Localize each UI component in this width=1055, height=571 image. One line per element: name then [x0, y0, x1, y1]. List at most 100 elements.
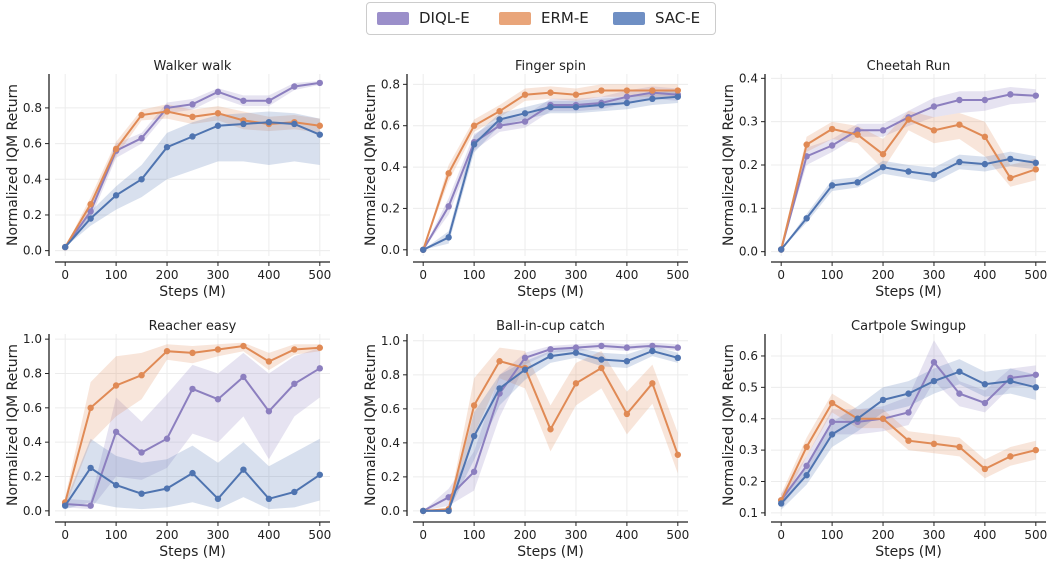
data-point-diql-e: [291, 83, 298, 90]
confidence-band-diql-e: [781, 340, 1036, 507]
data-point-diql-e: [803, 462, 810, 469]
data-point-sac-e: [1032, 384, 1040, 391]
y-tick-label: 1.0: [23, 332, 42, 346]
data-point-diql-e: [214, 88, 222, 96]
data-point-sac-e: [956, 158, 963, 166]
y-tick-label: 0.0: [381, 243, 400, 257]
data-point-erm-e: [905, 437, 912, 444]
data-point-sac-e: [214, 122, 222, 129]
x-tick-label: 400: [615, 268, 638, 282]
data-point-sac-e: [623, 358, 631, 365]
legend-swatch-sac-e: [613, 12, 645, 25]
data-point-sac-e: [879, 163, 887, 171]
data-point-sac-e: [419, 507, 427, 515]
data-point-diql-e: [547, 346, 554, 353]
data-point-diql-e: [496, 122, 503, 129]
y-tick-label: 0.6: [381, 402, 400, 416]
data-point-sac-e: [189, 469, 196, 477]
x-axis-label: Steps (M): [159, 544, 226, 560]
data-point-erm-e: [572, 91, 580, 98]
legend-label-diql-e: DIQL-E: [419, 9, 470, 27]
data-point-sac-e: [623, 99, 631, 107]
x-tick-label: 100: [821, 528, 844, 542]
y-tick-label: 1.0: [381, 334, 400, 348]
data-point-erm-e: [138, 111, 145, 119]
data-point-erm-e: [879, 415, 887, 422]
data-point-sac-e: [316, 471, 324, 478]
data-point-erm-e: [623, 87, 631, 94]
confidence-band-erm-e: [781, 110, 1036, 250]
data-point-sac-e: [470, 141, 478, 148]
data-point-diql-e: [828, 418, 836, 426]
chart-title: Cartpole Swingup: [851, 319, 966, 334]
chart-panel-3: 0 100 200 300 400 500 0.0 0.1 0.2 0.3 0.4 Cheetah R…: [721, 59, 1047, 300]
data-point-sac-e: [521, 366, 529, 373]
data-point-sac-e: [828, 431, 836, 438]
chart-panel-1: 0 100 200 300 400 500 0.0 0.2 0.4 0.6 0.8 Walker wa…: [5, 59, 331, 300]
data-point-sac-e: [828, 182, 836, 189]
y-tick-label: 0.1: [739, 506, 758, 520]
data-point-sac-e: [930, 377, 938, 385]
data-point-erm-e: [828, 125, 836, 133]
data-point-sac-e: [649, 95, 656, 103]
data-point-sac-e: [138, 490, 145, 497]
data-point-sac-e: [1032, 159, 1040, 167]
y-tick-label: 0.5: [739, 380, 758, 394]
y-tick-label: 0.2: [739, 158, 758, 172]
data-point-erm-e: [674, 87, 682, 94]
y-tick-label: 0.4: [381, 160, 400, 174]
data-point-erm-e: [930, 440, 938, 448]
legend-swatch-erm-e: [499, 12, 531, 25]
data-point-diql-e: [87, 502, 94, 509]
data-point-diql-e: [1032, 371, 1040, 378]
x-tick-label: 400: [257, 528, 280, 542]
data-point-sac-e: [291, 120, 298, 128]
data-point-erm-e: [623, 410, 631, 418]
data-point-diql-e: [189, 101, 196, 108]
data-point-diql-e: [240, 373, 247, 381]
data-point-diql-e: [623, 93, 631, 100]
chart-title: Walker walk: [154, 59, 232, 74]
y-tick-label: 0.0: [739, 245, 758, 259]
data-point-erm-e: [674, 451, 682, 458]
data-point-sac-e: [572, 103, 580, 111]
data-point-sac-e: [905, 168, 912, 175]
data-point-sac-e: [496, 385, 503, 392]
data-point-sac-e: [138, 176, 145, 183]
x-tick-label: 500: [666, 528, 689, 542]
data-point-diql-e: [879, 127, 887, 134]
data-point-erm-e: [316, 122, 324, 129]
data-point-diql-e: [981, 96, 989, 104]
data-point-sac-e: [777, 246, 785, 253]
data-point-sac-e: [572, 349, 580, 356]
y-tick-label: 0.4: [23, 435, 42, 449]
data-point-erm-e: [981, 465, 989, 473]
x-axis-label: Steps (M): [875, 284, 942, 300]
x-tick-label: 500: [1024, 528, 1047, 542]
data-point-sac-e: [598, 356, 605, 363]
x-tick-label: 400: [973, 528, 996, 542]
x-tick-label: 200: [872, 268, 895, 282]
x-axis-label: Steps (M): [517, 284, 584, 300]
data-point-erm-e: [854, 131, 861, 138]
y-tick-label: 0.1: [739, 201, 758, 215]
data-point-erm-e: [547, 426, 554, 433]
data-point-sac-e: [854, 179, 861, 186]
data-point-diql-e: [1032, 92, 1040, 99]
x-tick-label: 500: [1024, 268, 1047, 282]
x-tick-label: 0: [61, 268, 69, 282]
data-point-diql-e: [470, 468, 478, 475]
data-point-sac-e: [547, 352, 554, 360]
data-point-erm-e: [1032, 166, 1040, 173]
data-point-sac-e: [777, 500, 785, 507]
data-point-diql-e: [138, 449, 145, 456]
data-point-erm-e: [930, 127, 938, 134]
y-tick-label: 0.3: [739, 115, 758, 129]
y-tick-label: 0.8: [381, 77, 400, 91]
data-point-diql-e: [572, 344, 580, 351]
data-point-sac-e: [61, 502, 69, 509]
data-point-diql-e: [828, 142, 836, 149]
data-point-diql-e: [649, 342, 656, 350]
data-point-diql-e: [521, 354, 529, 362]
data-point-diql-e: [265, 97, 273, 104]
